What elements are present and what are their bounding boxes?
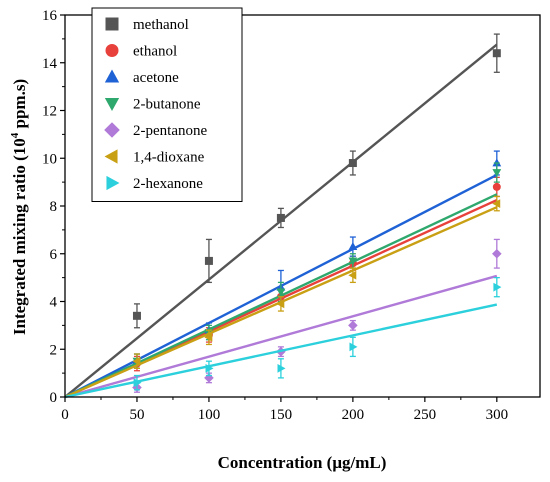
data-point — [348, 241, 358, 250]
legend-label: 1,4-dioxane — [133, 150, 205, 166]
x-axis-title: Concentration (μg/mL) — [218, 453, 387, 472]
legend-label: ethanol — [133, 44, 177, 60]
data-point — [348, 159, 357, 168]
data-point — [204, 256, 213, 265]
fit-line — [64, 303, 498, 399]
data-point — [492, 49, 501, 58]
data-point — [204, 332, 213, 342]
plot-layer — [64, 33, 502, 399]
y-axis-title-tail: ppm.s) — [10, 79, 29, 133]
legend-label: methanol — [133, 17, 189, 33]
legend-label: acetone — [133, 70, 179, 86]
series-methanol — [64, 33, 501, 398]
y-tick-label: 12 — [42, 104, 57, 120]
data-point — [493, 282, 502, 292]
data-point — [276, 288, 286, 297]
y-axis-title: Integrated mixing ratio (104 ppm.s) — [9, 79, 29, 335]
y-axis-title-sup: 4 — [9, 132, 21, 138]
y-tick-label: 10 — [42, 151, 57, 167]
data-point — [276, 213, 285, 222]
x-tick-label: 50 — [129, 407, 144, 423]
y-tick-label: 14 — [42, 56, 58, 72]
legend-label: 2-butanone — [133, 97, 201, 113]
series-2-hexanone — [64, 276, 502, 399]
legend-marker — [106, 175, 120, 191]
y-tick-label: 2 — [50, 342, 58, 358]
data-point — [492, 199, 501, 209]
y-tick-label: 6 — [50, 247, 58, 263]
legend-marker — [104, 149, 118, 164]
legend-marker — [105, 44, 119, 57]
data-point — [132, 311, 141, 320]
data-point — [276, 299, 285, 309]
data-point — [349, 342, 358, 352]
legend-label: 2-pentanone — [133, 123, 207, 139]
data-point — [348, 270, 357, 280]
data-point — [492, 182, 501, 191]
x-tick-label: 100 — [198, 407, 221, 423]
x-tick-label: 250 — [414, 407, 437, 423]
y-tick-label: 0 — [50, 390, 58, 406]
data-point — [492, 169, 502, 178]
data-point — [205, 363, 214, 373]
data-point — [348, 257, 358, 266]
legend-marker — [104, 122, 120, 138]
y-axis-title-main: Integrated mixing ratio (10 — [10, 138, 29, 335]
legend-box — [91, 7, 243, 202]
x-tick-label: 200 — [342, 407, 365, 423]
data-point — [277, 363, 286, 373]
legend-label: 2-hexanone — [133, 176, 203, 192]
legend-marker — [104, 97, 120, 111]
x-tick-label: 0 — [61, 407, 69, 423]
y-tick-label: 4 — [50, 295, 58, 311]
x-tick-label: 300 — [486, 407, 509, 423]
legend-marker — [104, 69, 120, 83]
data-point — [348, 320, 358, 331]
data-point — [132, 356, 141, 366]
y-tick-label: 8 — [50, 199, 58, 215]
legend: methanol ethanol acetone 2-butanone 2-pentan… — [91, 7, 243, 202]
data-point — [133, 378, 142, 388]
x-tick-label: 150 — [270, 407, 293, 423]
axes-layer: 0 50 100 150 200 250 300 0 2 4 6 8 10 12 14 16 — [42, 8, 541, 423]
y-tick-label: 16 — [42, 8, 58, 24]
data-point — [492, 248, 502, 259]
series-1,4-dioxane — [64, 195, 501, 399]
legend-marker — [105, 17, 119, 31]
